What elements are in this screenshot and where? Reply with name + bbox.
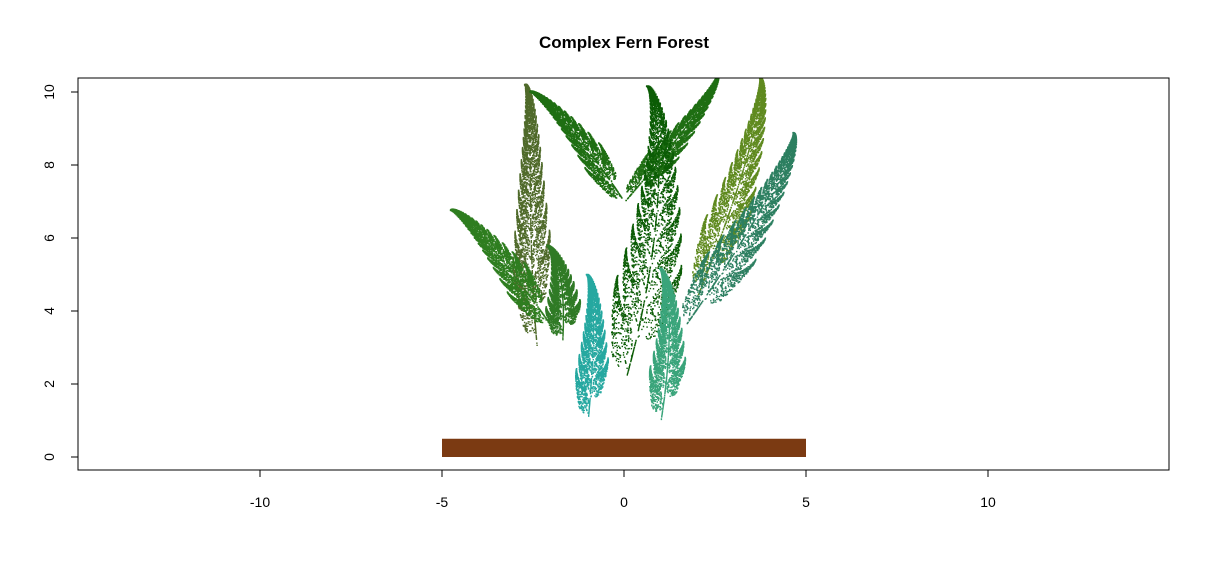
fern-points-series	[611, 85, 683, 376]
ground-bar	[442, 438, 806, 457]
y-tick-label: 8	[41, 161, 57, 169]
x-tick-label: -5	[436, 494, 449, 510]
y-tick-label: 0	[41, 453, 57, 461]
fern-points-series	[529, 90, 623, 199]
x-tick-label: 5	[802, 494, 810, 510]
fern-points-series	[648, 267, 687, 421]
fern-points-series	[682, 131, 798, 325]
fern-points-series	[575, 273, 609, 417]
chart-title: Complex Fern Forest	[539, 33, 709, 52]
y-tick-label: 4	[41, 307, 57, 315]
ground-bar-layer	[442, 438, 806, 457]
y-tick-label: 10	[41, 84, 57, 100]
x-axis: -10 -5 0 5 10	[250, 469, 996, 510]
fern-points-series	[449, 208, 552, 326]
x-tick-label: 10	[980, 494, 996, 510]
y-tick-label: 2	[41, 380, 57, 388]
x-tick-label: 0	[620, 494, 628, 510]
y-axis: 0 2 4 6 8 10	[41, 84, 79, 461]
fern-points	[449, 78, 798, 421]
y-tick-label: 6	[41, 234, 57, 242]
fern-points-series	[545, 244, 582, 341]
x-tick-label: -10	[250, 494, 270, 510]
fern-points-series	[692, 78, 767, 296]
